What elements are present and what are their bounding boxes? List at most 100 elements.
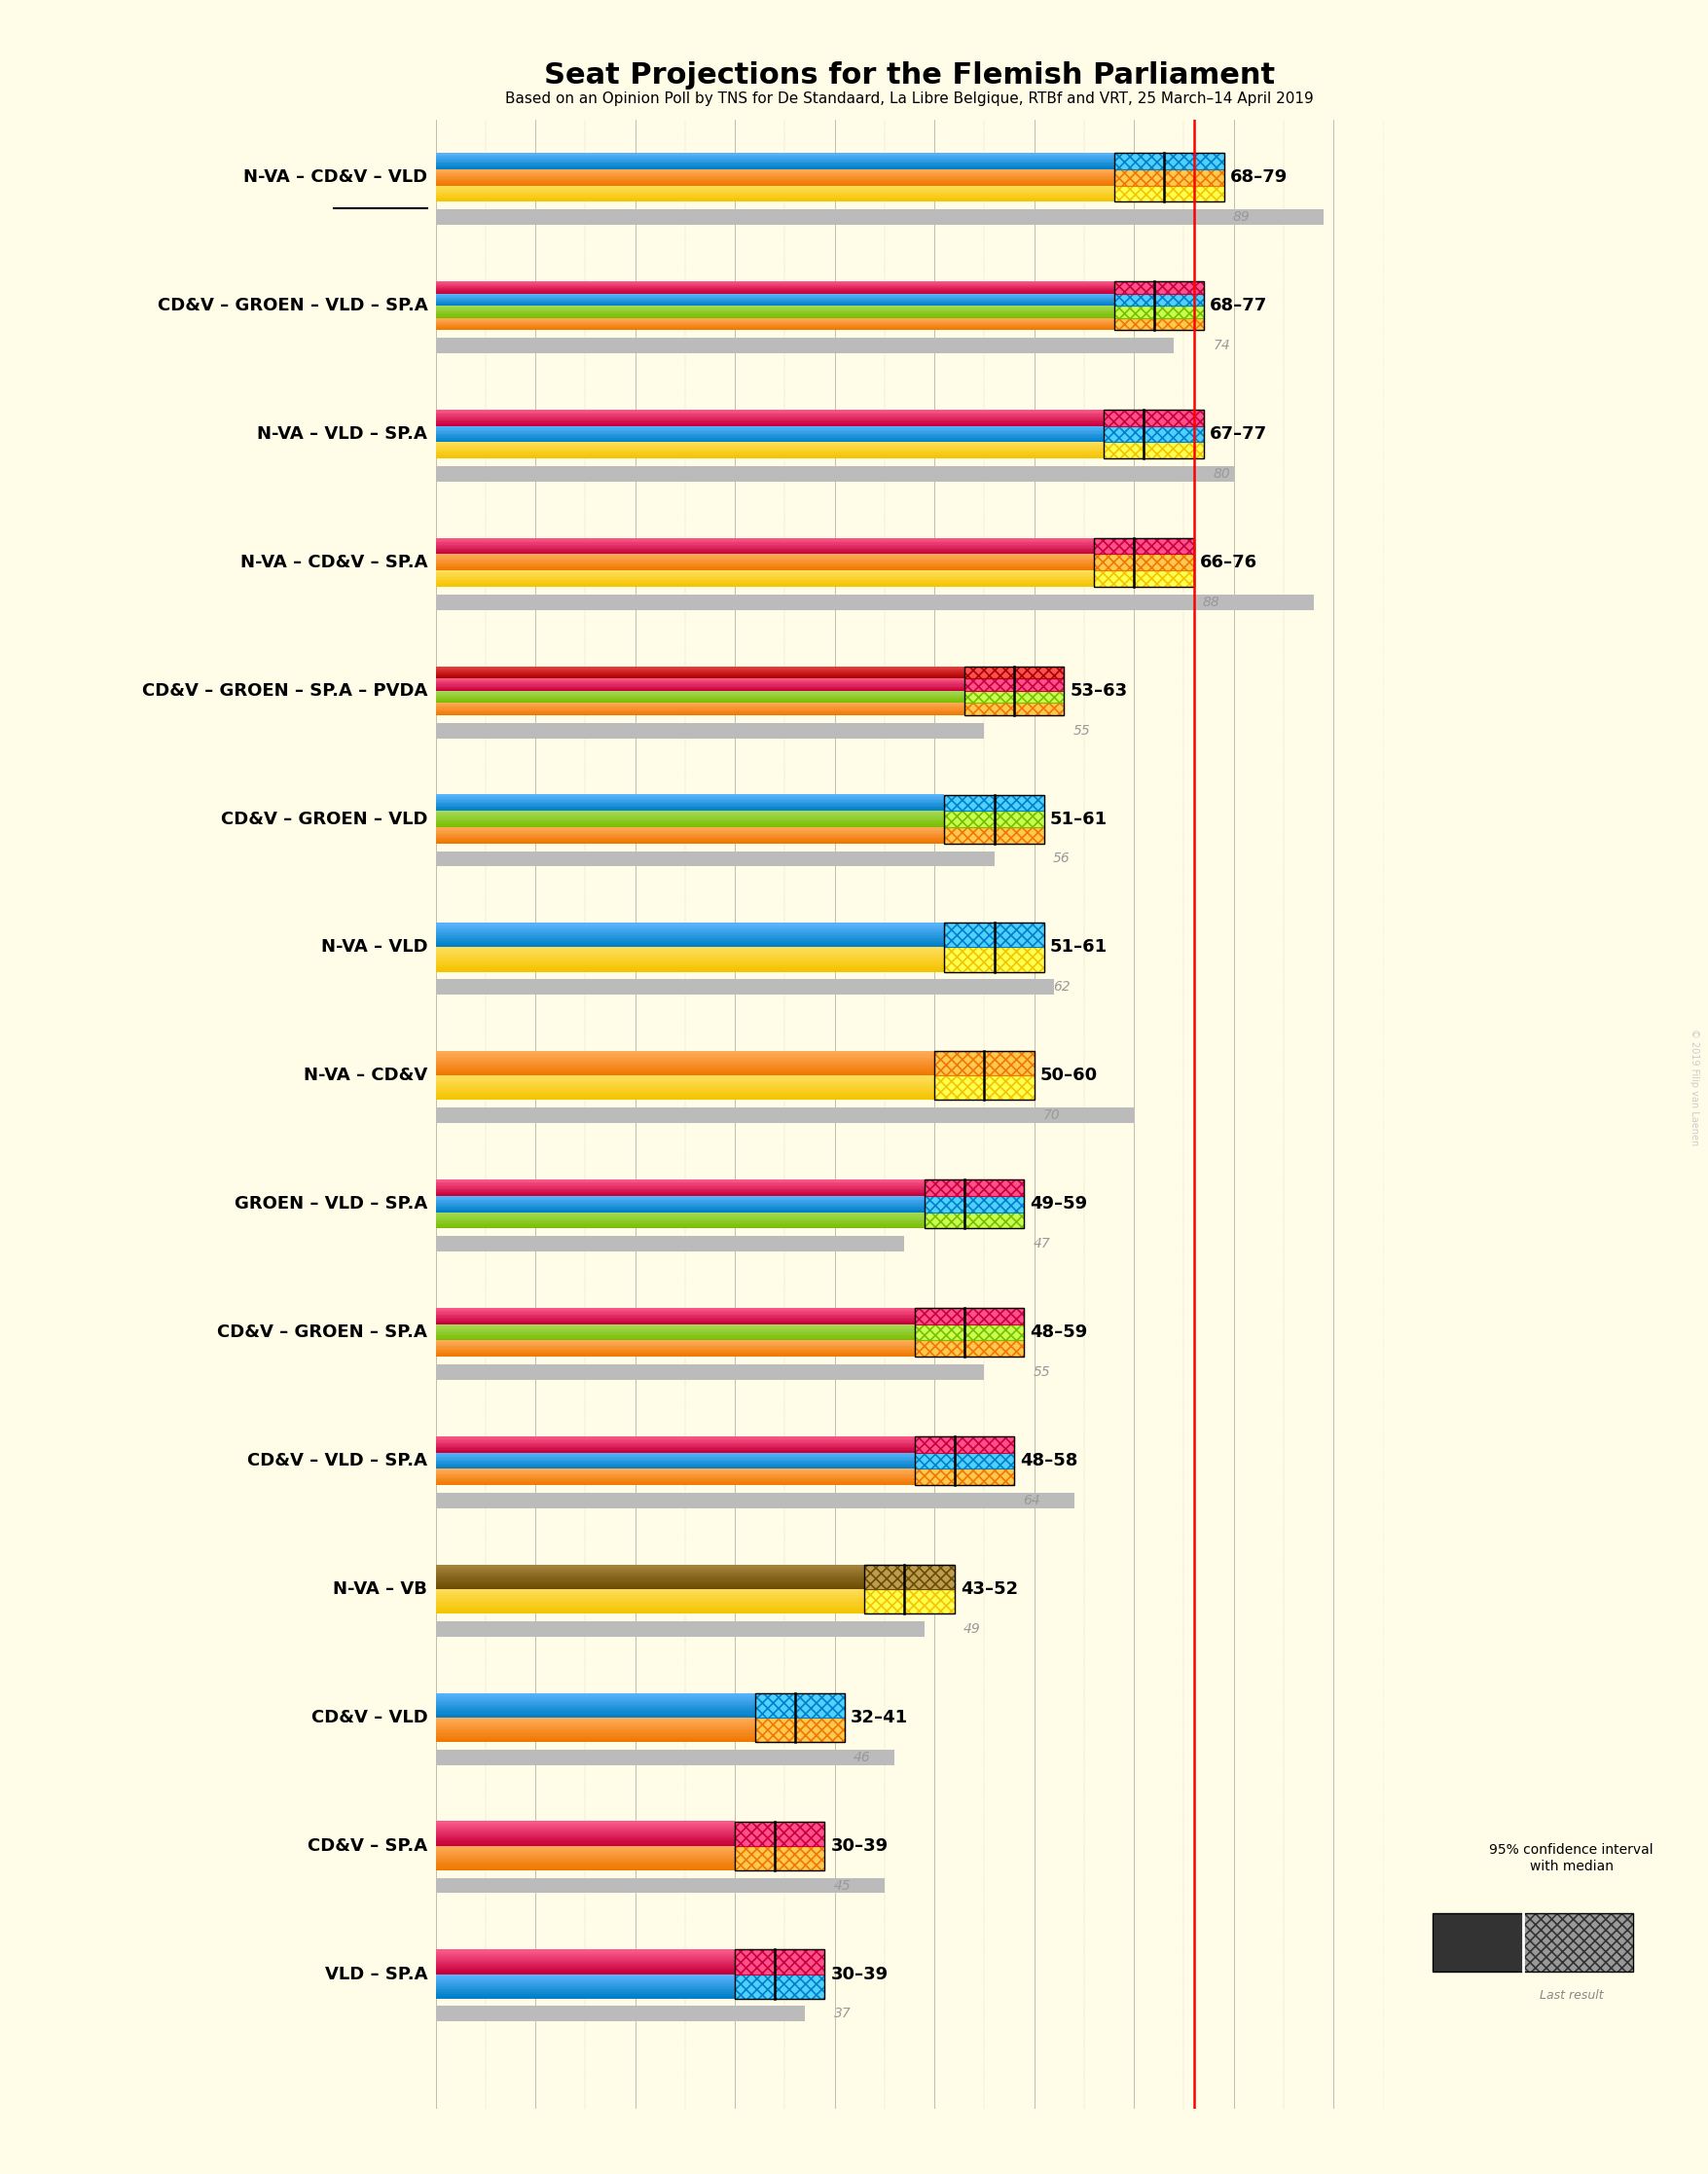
Text: 30–39: 30–39 <box>830 1837 888 1854</box>
Bar <box>1114 280 1204 293</box>
Text: 51–61: 51–61 <box>1050 939 1108 957</box>
Text: 30–39: 30–39 <box>830 1965 888 1983</box>
Bar <box>945 948 1044 972</box>
Text: 55: 55 <box>1033 1365 1050 1378</box>
Bar <box>914 1452 1015 1470</box>
Bar <box>864 1565 955 1589</box>
Bar <box>755 1694 845 1717</box>
Text: 51–61: 51–61 <box>1050 811 1108 828</box>
Bar <box>914 1341 1025 1357</box>
Text: N-VA – CD&V – VLD: N-VA – CD&V – VLD <box>244 170 427 187</box>
Bar <box>755 1694 845 1717</box>
Bar <box>934 1052 1035 1076</box>
Text: 50–60: 50–60 <box>1040 1067 1098 1085</box>
Bar <box>1114 307 1204 317</box>
Bar <box>1114 185 1225 202</box>
Bar <box>914 1437 1015 1452</box>
Text: CD&V – GROEN – VLD – SP.A: CD&V – GROEN – VLD – SP.A <box>157 298 427 315</box>
Bar <box>965 678 1064 691</box>
Bar <box>914 1437 1015 1452</box>
Bar <box>1114 280 1204 293</box>
Bar <box>734 1822 825 1846</box>
Bar <box>1114 293 1204 307</box>
Text: 45: 45 <box>834 1878 851 1891</box>
Bar <box>924 1196 1025 1213</box>
Bar <box>945 796 1044 811</box>
Text: GROEN – VLD – SP.A: GROEN – VLD – SP.A <box>234 1196 427 1213</box>
Bar <box>1433 1913 1524 1972</box>
Text: 89: 89 <box>1233 211 1250 224</box>
Text: 48–59: 48–59 <box>1030 1324 1088 1341</box>
Text: 95% confidence interval
with median: 95% confidence interval with median <box>1489 1844 1653 1874</box>
Text: N-VA – VLD – SP.A: N-VA – VLD – SP.A <box>258 426 427 443</box>
Text: VLD – SP.A: VLD – SP.A <box>325 1965 427 1983</box>
Bar <box>914 1437 1015 1485</box>
Bar <box>914 1309 1025 1324</box>
Bar <box>864 1589 955 1613</box>
Text: 32–41: 32–41 <box>851 1709 909 1726</box>
Bar <box>1114 293 1204 307</box>
Bar <box>914 1341 1025 1357</box>
Text: Seat Projections for the Flemish Parliament: Seat Projections for the Flemish Parliam… <box>545 61 1274 89</box>
Text: 55: 55 <box>1073 724 1090 737</box>
Bar <box>965 665 1064 715</box>
Bar <box>965 665 1064 678</box>
Bar <box>734 1822 825 1870</box>
Bar <box>945 924 1044 948</box>
Bar <box>1095 570 1194 587</box>
Text: CD&V – VLD – SP.A: CD&V – VLD – SP.A <box>248 1452 427 1470</box>
Bar <box>755 1717 845 1741</box>
Text: 66–76: 66–76 <box>1201 554 1257 572</box>
Bar <box>1114 317 1204 330</box>
Bar <box>734 1822 825 1846</box>
Bar <box>945 796 1044 811</box>
Text: 68–77: 68–77 <box>1209 298 1267 315</box>
Bar <box>965 691 1064 702</box>
Text: 62: 62 <box>1054 980 1071 994</box>
Text: 53–63: 53–63 <box>1071 683 1127 700</box>
Bar <box>1095 570 1194 587</box>
Bar <box>914 1324 1025 1341</box>
Bar <box>436 209 1324 224</box>
Bar <box>934 1076 1035 1100</box>
Bar <box>436 594 1313 611</box>
Bar <box>934 1076 1035 1100</box>
Bar <box>1095 537 1194 587</box>
Text: N-VA – CD&V – SP.A: N-VA – CD&V – SP.A <box>241 554 427 572</box>
Text: Based on an Opinion Poll by TNS for De Standaard, La Libre Belgique, RTBf and VR: Based on an Opinion Poll by TNS for De S… <box>506 91 1313 107</box>
Bar <box>755 1694 845 1741</box>
Bar <box>436 722 984 739</box>
Text: 43–52: 43–52 <box>960 1580 1018 1598</box>
Text: CD&V – GROEN – VLD: CD&V – GROEN – VLD <box>220 811 427 828</box>
Text: CD&V – GROEN – SP.A – PVDA: CD&V – GROEN – SP.A – PVDA <box>142 683 427 700</box>
Text: 67–77: 67–77 <box>1209 426 1267 443</box>
Bar <box>1114 280 1204 330</box>
Bar <box>914 1309 1025 1324</box>
Bar <box>436 1750 895 1765</box>
Text: 48–58: 48–58 <box>1020 1452 1078 1470</box>
Bar <box>1103 426 1204 441</box>
Bar <box>924 1180 1025 1196</box>
Bar <box>436 1878 885 1894</box>
Bar <box>1114 152 1225 170</box>
Bar <box>965 691 1064 702</box>
Bar <box>934 1052 1035 1076</box>
Bar <box>1095 537 1194 554</box>
Bar <box>755 1717 845 1741</box>
Bar <box>436 980 1054 996</box>
Bar <box>436 1494 1074 1509</box>
Bar <box>436 337 1173 352</box>
Bar <box>945 826 1044 844</box>
Bar <box>924 1196 1025 1213</box>
Text: N-VA – VB: N-VA – VB <box>333 1580 427 1598</box>
Bar <box>945 811 1044 826</box>
Bar <box>436 1109 1134 1124</box>
Bar <box>945 796 1044 844</box>
Bar <box>1114 170 1225 185</box>
Bar <box>965 678 1064 691</box>
Bar <box>1103 441 1204 459</box>
Bar <box>734 1974 825 1998</box>
Text: 46: 46 <box>854 1750 871 1763</box>
Text: 74: 74 <box>1213 339 1230 352</box>
Text: N-VA – VLD: N-VA – VLD <box>321 939 427 957</box>
